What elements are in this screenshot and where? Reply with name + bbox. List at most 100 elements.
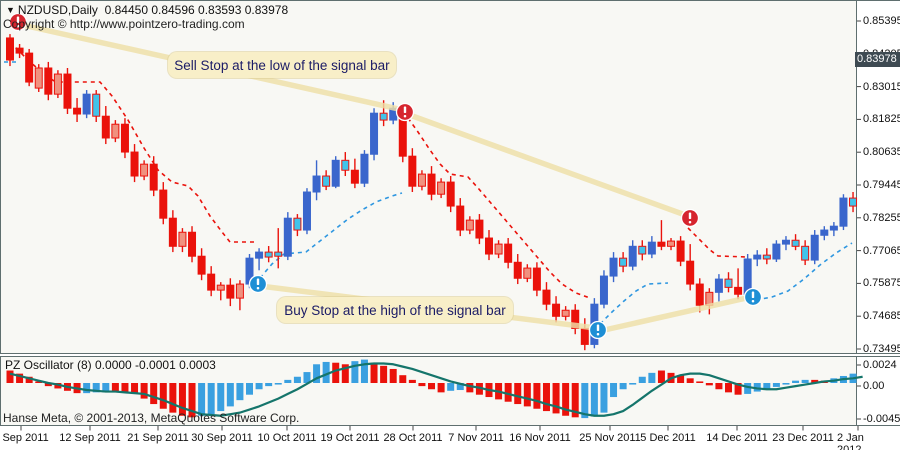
candle-body (235, 283, 244, 299)
candle-body (264, 251, 273, 258)
buy-signal-icon[interactable] (588, 320, 608, 340)
candle-body (15, 47, 24, 54)
candlestick (149, 156, 158, 197)
candlestick (120, 118, 129, 159)
candle-body (63, 73, 72, 109)
candle-body (772, 243, 781, 260)
exclamation-bar (16, 16, 20, 23)
oscillator-bar (801, 379, 809, 383)
buy-signal-icon[interactable] (248, 274, 268, 294)
oscillator-bar (629, 383, 637, 385)
candle-body (475, 219, 484, 239)
oscillator-bar (217, 383, 225, 412)
candle-body (322, 175, 331, 187)
oscillator-bar (590, 383, 598, 417)
candlestick (63, 67, 72, 115)
oscillator-bar (763, 383, 771, 390)
sell-trailing-stop-line (687, 227, 749, 258)
candle-body (283, 217, 292, 257)
price-axis-label: 0.79445 (863, 179, 900, 191)
candle-body (542, 289, 551, 305)
oscillator-bar (504, 383, 512, 402)
oscillator-bar (610, 383, 618, 398)
oscillator-bar (25, 376, 33, 383)
buy-stop-callout[interactable]: Buy Stop at the high of the signal bar (277, 297, 513, 323)
oscillator-bar (562, 383, 570, 416)
candle-body (408, 155, 417, 187)
candlestick (686, 244, 695, 291)
candlestick (188, 226, 197, 263)
candlestick (350, 158, 359, 189)
oscillator-bar (150, 383, 158, 405)
candlestick (302, 188, 311, 235)
exclamation-dot (688, 221, 692, 224)
oscillator-bar (744, 383, 752, 394)
oscillator-bar (705, 383, 713, 386)
sell-signal-icon[interactable] (8, 12, 28, 32)
time-axis-label: 5 Dec 2011 (640, 432, 696, 444)
chart-dropdown-icon[interactable]: ▼ (6, 5, 15, 15)
candle-body (801, 245, 810, 261)
candlestick (73, 98, 82, 123)
candlestick (810, 230, 819, 265)
candle-body (714, 278, 723, 293)
candlestick (82, 90, 91, 119)
candle-body (341, 159, 350, 171)
candlestick (226, 278, 235, 307)
oscillator-bar (274, 383, 282, 385)
copyright-watermark: Copyright © http://www.pointzero-trading… (3, 17, 245, 31)
price-axis-label: 0.77065 (863, 244, 900, 257)
oscillator-bar (600, 383, 608, 413)
candle-body (350, 169, 359, 184)
oscillator-bar (772, 383, 780, 387)
candlestick (341, 152, 350, 177)
candle-body (839, 197, 848, 227)
sell-signal-icon[interactable] (680, 208, 700, 228)
exclamation-dot (16, 25, 20, 28)
oscillator-bar (514, 383, 522, 405)
sell-stop-callout[interactable]: Sell Stop at the low of the signal bar (168, 52, 396, 78)
candlestick (437, 178, 446, 199)
signal-icons-layer (8, 12, 763, 340)
oscillator-axis-label: 0.00 (863, 380, 885, 392)
oscillator-bar (389, 368, 397, 383)
candlestick (34, 64, 43, 92)
candle-body (427, 173, 436, 195)
candle-body (791, 239, 800, 247)
time-axis-label: 14 Dec 2011 (706, 432, 768, 444)
oscillator-signal-line (9, 362, 863, 417)
candlestick (446, 176, 455, 213)
trend-line (404, 111, 691, 219)
candle-body (6, 37, 14, 61)
symbol-period-label: NZDUSD,Daily (17, 3, 98, 17)
oscillator-bar (792, 380, 800, 383)
candlestick (829, 222, 838, 237)
exclamation-bar (688, 212, 692, 219)
candle-body (667, 240, 676, 247)
oscillator-bar (246, 383, 253, 395)
oscillator-bar (188, 383, 196, 418)
candlestick (542, 282, 551, 311)
candle-body (168, 217, 177, 247)
candlestick (628, 240, 637, 271)
candle-body (599, 275, 608, 305)
oscillator-bar (657, 370, 665, 383)
candle-body (552, 303, 561, 317)
oscillator-bar (111, 383, 119, 392)
time-axis-label: 7 Nov 2011 (448, 432, 504, 444)
oscillator-bar (303, 372, 311, 383)
candlestick (456, 198, 465, 237)
candle-body (676, 240, 685, 262)
oscillator-bar (686, 378, 694, 383)
candle-body (580, 327, 589, 345)
candlestick (619, 252, 628, 273)
candle-body (686, 260, 695, 285)
candle-body (120, 123, 129, 153)
oscillator-bar (552, 383, 560, 414)
chart-title: ▼ NZDUSD,Daily 0.84450 0.84596 0.83593 0.… (6, 3, 288, 17)
buy-signal-icon[interactable] (743, 287, 763, 307)
candlestick (331, 156, 340, 189)
candlestick (571, 304, 580, 335)
sell-signal-icon[interactable] (395, 102, 415, 122)
